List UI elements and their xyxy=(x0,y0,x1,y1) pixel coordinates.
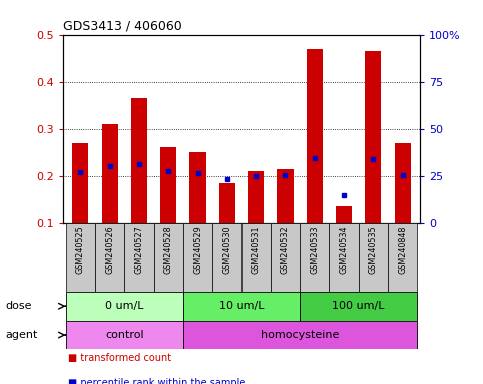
Bar xyxy=(124,223,154,292)
Text: 100 um/L: 100 um/L xyxy=(332,301,385,311)
Text: GDS3413 / 406060: GDS3413 / 406060 xyxy=(63,19,182,32)
Text: GSM240532: GSM240532 xyxy=(281,225,290,274)
Text: GSM240530: GSM240530 xyxy=(222,225,231,274)
Bar xyxy=(219,183,235,223)
Bar xyxy=(183,292,300,321)
Bar xyxy=(395,143,411,223)
Bar xyxy=(271,223,300,292)
Bar xyxy=(66,223,95,292)
Text: GSM240529: GSM240529 xyxy=(193,225,202,274)
Bar xyxy=(101,124,118,223)
Text: agent: agent xyxy=(6,330,38,340)
Bar xyxy=(189,152,206,223)
Text: control: control xyxy=(105,330,143,340)
Bar xyxy=(277,169,294,223)
Text: homocysteine: homocysteine xyxy=(261,330,339,340)
Text: GSM240527: GSM240527 xyxy=(134,225,143,274)
Text: GSM240535: GSM240535 xyxy=(369,225,378,274)
Bar xyxy=(359,223,388,292)
Text: dose: dose xyxy=(6,301,32,311)
Bar xyxy=(307,49,323,223)
Bar xyxy=(66,321,183,349)
Text: 10 um/L: 10 um/L xyxy=(219,301,264,311)
Bar xyxy=(329,223,359,292)
Bar xyxy=(365,51,382,223)
Text: GSM240533: GSM240533 xyxy=(310,225,319,274)
Bar xyxy=(248,171,264,223)
Bar xyxy=(336,206,352,223)
Text: GSM240526: GSM240526 xyxy=(105,225,114,274)
Text: GSM240525: GSM240525 xyxy=(76,225,85,274)
Text: GSM240531: GSM240531 xyxy=(252,225,261,274)
Text: GSM240848: GSM240848 xyxy=(398,225,407,274)
Bar xyxy=(160,147,176,223)
Bar xyxy=(72,143,88,223)
Text: GSM240528: GSM240528 xyxy=(164,225,173,274)
Text: ■ percentile rank within the sample: ■ percentile rank within the sample xyxy=(68,378,245,384)
Bar xyxy=(300,223,329,292)
Bar xyxy=(95,223,124,292)
Bar xyxy=(183,223,212,292)
Text: 0 um/L: 0 um/L xyxy=(105,301,143,311)
Bar xyxy=(388,223,417,292)
Bar xyxy=(300,292,417,321)
Text: ■ transformed count: ■ transformed count xyxy=(68,353,171,363)
Bar xyxy=(242,223,271,292)
Bar xyxy=(131,98,147,223)
Bar xyxy=(66,292,183,321)
Bar xyxy=(154,223,183,292)
Text: GSM240534: GSM240534 xyxy=(340,225,349,274)
Bar xyxy=(212,223,242,292)
Bar xyxy=(183,321,417,349)
